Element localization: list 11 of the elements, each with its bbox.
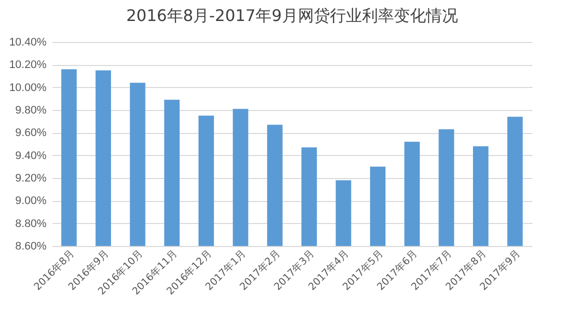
y-tick-label: 9.60%: [15, 127, 47, 140]
y-tick-label: 8.60%: [15, 240, 47, 252]
y-tick-label: 8.80%: [15, 218, 47, 230]
y-tick-label: 9.20%: [15, 172, 47, 184]
chart-title: 2016年8月-2017年9月网贷行业利率变化情况: [126, 6, 458, 25]
y-tick-label: 9.00%: [15, 195, 47, 208]
y-tick-label: 10.40%: [9, 36, 47, 48]
y-tick-label: 9.80%: [15, 104, 47, 116]
y-tick-label: 10.00%: [9, 82, 47, 94]
y-tick-label: 10.20%: [9, 59, 47, 72]
y-tick-label: 9.40%: [15, 150, 47, 162]
